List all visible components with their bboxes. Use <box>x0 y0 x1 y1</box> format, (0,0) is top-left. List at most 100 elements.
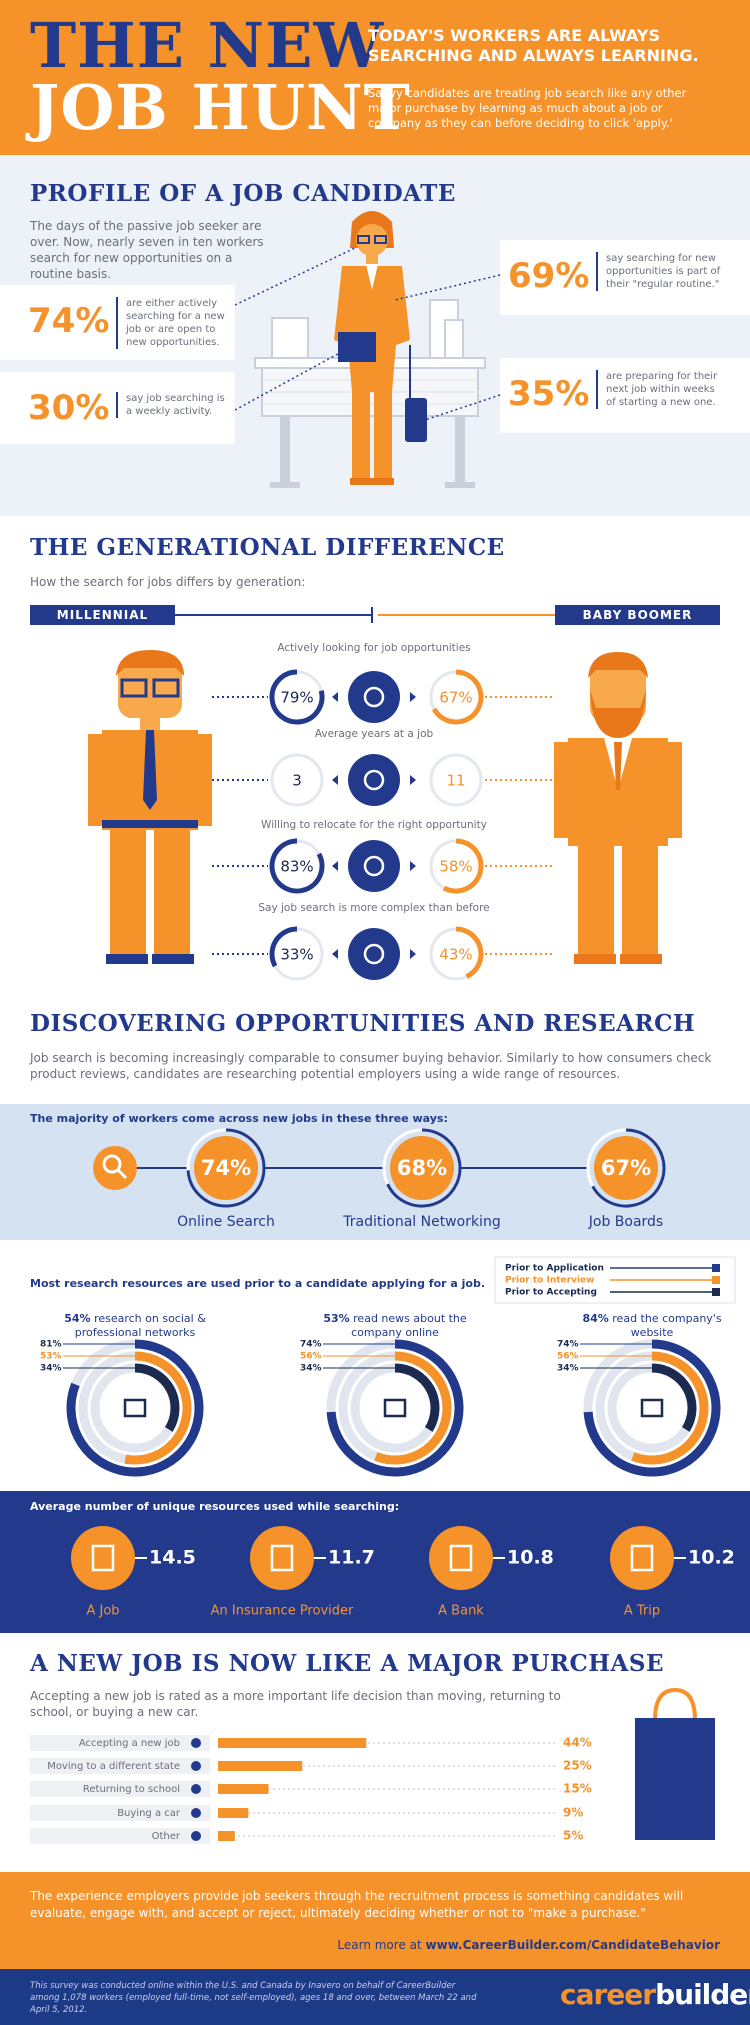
ring-arc <box>124 1351 192 1465</box>
header-text: Savvy candidates are treating job search… <box>368 86 687 130</box>
stat-value: 30% <box>28 388 110 428</box>
resource-circle <box>71 1526 135 1590</box>
stat-text: say job searching is a weekly activity. <box>116 392 226 418</box>
generation-label: BABY BOOMER <box>582 608 693 622</box>
icon-glyph <box>363 943 385 965</box>
ring-label: 34% <box>40 1364 62 1374</box>
search-icon <box>93 1146 137 1190</box>
stat-text: are preparing for their next job within … <box>596 370 726 409</box>
bottom-bg <box>0 1969 750 2025</box>
bar-label: 25% <box>563 1759 592 1773</box>
stat-text: are either actively searching for a new … <box>116 297 226 349</box>
research-text: read the company's website <box>612 1312 722 1339</box>
ring-arc <box>66 1339 204 1477</box>
pointer <box>410 692 416 702</box>
resource-name: A Bank <box>438 1604 484 1619</box>
research-pct: 53% <box>323 1312 350 1325</box>
ring-arc <box>455 926 484 979</box>
resource-circle <box>429 1526 493 1590</box>
row-icon <box>191 1831 201 1841</box>
row-label: Average years at a job <box>314 728 434 740</box>
pointer <box>410 861 416 871</box>
bar-label: 15% <box>563 1782 592 1796</box>
way-value: 67% <box>601 1156 651 1180</box>
ring-label: 81% <box>40 1340 62 1350</box>
section-intro: The days of the passive job seeker are o… <box>30 219 264 281</box>
icon-circle <box>348 928 400 980</box>
ring-center <box>107 1380 163 1436</box>
ring-value: 67% <box>439 689 472 707</box>
row-label-bg <box>30 1781 210 1797</box>
ring-bg <box>270 753 324 807</box>
ring-arc <box>583 1339 721 1477</box>
stat-value: 35% <box>508 374 590 414</box>
resource-icon <box>630 1544 654 1572</box>
pointer <box>410 949 416 959</box>
legend-label: Prior to Accepting <box>505 1288 597 1298</box>
resource-icon <box>449 1544 473 1572</box>
research-headline: 54% research on social & professional ne… <box>50 1312 220 1340</box>
research-text: read news about the company online <box>351 1312 467 1339</box>
research-title: Most research resources are used prior t… <box>30 1277 486 1290</box>
bar <box>218 1738 367 1748</box>
row-label: Moving to a different state <box>47 1761 180 1772</box>
header-bg <box>0 0 750 155</box>
logo-part: builder <box>655 1978 750 2011</box>
pointer <box>332 861 338 871</box>
legend-label: Prior to Interview <box>505 1276 594 1286</box>
ring-center <box>367 1380 423 1436</box>
survey-note: This survey was conducted online within … <box>30 1981 477 2015</box>
stat-box: 74% are either actively searching for a … <box>0 285 235 360</box>
ring-label: 34% <box>557 1364 579 1374</box>
ring-bg <box>429 753 483 807</box>
way-value: 74% <box>201 1156 251 1180</box>
row-label: Other <box>152 1831 181 1842</box>
research-pct: 84% <box>582 1312 609 1325</box>
row-label-bg <box>30 1828 210 1844</box>
bar-label: 5% <box>563 1829 583 1843</box>
row-label-bg <box>30 1735 210 1751</box>
ring-label: 56% <box>557 1352 579 1362</box>
row-label: Accepting a new job <box>79 1738 180 1749</box>
ring-arc <box>269 669 325 725</box>
resource-value: 14.5 <box>149 1547 196 1569</box>
shopping-bag <box>635 1687 715 1840</box>
footer-text: The experience employers provide job see… <box>30 1889 684 1920</box>
icon-glyph <box>363 686 385 708</box>
learn-more: Learn more at www.CareerBuilder.com/Cand… <box>337 1938 720 1952</box>
search-icon <box>116 1168 128 1180</box>
stat-value: 69% <box>508 256 590 296</box>
pointer <box>332 775 338 785</box>
icon-circle <box>348 840 400 892</box>
research-headline: 84% read the company's website <box>567 1312 737 1340</box>
ring-arc <box>269 838 325 894</box>
bar <box>218 1761 303 1771</box>
millennial-figure <box>88 650 212 964</box>
research-text: research on social & professional networ… <box>74 1312 206 1339</box>
section-subtitle: How the search for jobs differs by gener… <box>30 575 306 589</box>
resource-value: 11.7 <box>328 1547 375 1569</box>
resource-circle <box>610 1526 674 1590</box>
ring-arc <box>394 1363 440 1432</box>
bar-label: 44% <box>563 1736 592 1750</box>
resource-value: 10.8 <box>507 1547 554 1569</box>
row-label-bg <box>30 1805 210 1821</box>
boomer-figure <box>554 652 682 964</box>
way-name: Job Boards <box>588 1214 663 1230</box>
way-circle <box>194 1136 258 1200</box>
headline: TODAY'S WORKERS ARE ALWAYS SEARCHING AND… <box>368 26 699 65</box>
ring-label: 56% <box>300 1352 322 1362</box>
resource-icon <box>91 1544 115 1572</box>
boomer-tag <box>555 605 720 625</box>
row-icon <box>191 1808 201 1818</box>
ring-value: 33% <box>280 946 313 964</box>
pointer <box>410 775 416 785</box>
row-label-bg <box>30 1758 210 1774</box>
learn-more-url[interactable]: www.CareerBuilder.com/CandidateBehavior <box>425 1938 720 1952</box>
row-label: Actively looking for job opportunities <box>277 642 471 654</box>
way-ring <box>386 1128 462 1208</box>
section-title: A NEW JOB IS NOW LIKE A MAJOR PURCHASE <box>30 1650 665 1677</box>
footer-bg <box>0 1872 750 1969</box>
legend-label: Prior to Application <box>505 1264 604 1274</box>
